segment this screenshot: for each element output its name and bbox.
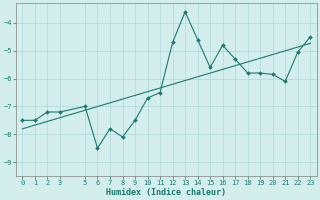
X-axis label: Humidex (Indice chaleur): Humidex (Indice chaleur) — [106, 188, 226, 197]
